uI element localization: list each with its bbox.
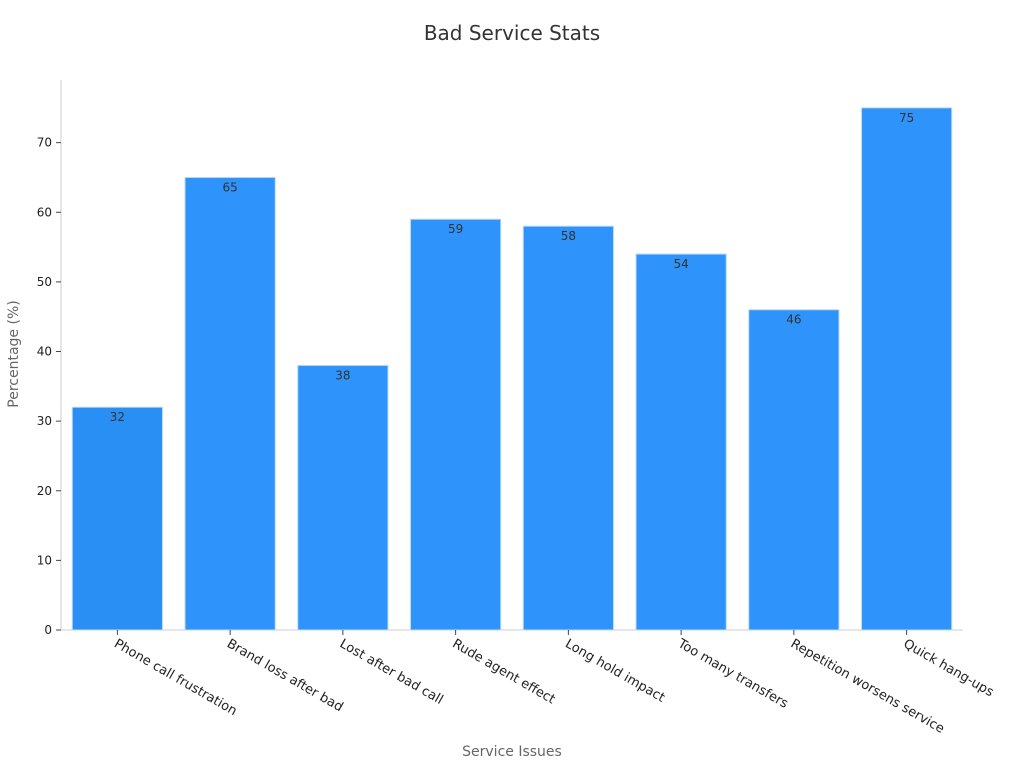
bar	[297, 364, 389, 631]
x-category-label: Long hold impact	[562, 636, 667, 705]
bar	[748, 309, 840, 631]
bar-value-label: 46	[786, 313, 801, 327]
y-tick-label: 60	[37, 205, 52, 219]
x-category-label: Phone call frustration	[111, 636, 239, 719]
y-tick-label: 20	[37, 484, 52, 498]
x-category-label: Lost after bad call	[337, 636, 446, 707]
y-tick-label: 30	[37, 414, 52, 428]
bar-value-label: 54	[673, 257, 688, 271]
bar	[861, 107, 953, 631]
x-category-label: Brand loss after bad	[224, 636, 345, 715]
bar-value-label: 38	[335, 368, 350, 382]
x-category-label: Too many transfers	[674, 636, 790, 712]
bar	[635, 253, 727, 631]
y-tick-label: 10	[37, 553, 52, 567]
y-axis-title: Percentage (%)	[6, 300, 22, 407]
bar	[410, 218, 502, 631]
y-axis-ticks: 0 10 20 30 40 50 60 70	[37, 136, 61, 637]
chart-title: Bad Service Stats	[424, 21, 600, 45]
bar-value-label: 58	[561, 229, 576, 243]
bars-group: 32 65 38 59 58 54 46 75	[71, 107, 953, 631]
bar	[522, 225, 614, 631]
y-tick-label: 70	[37, 136, 52, 150]
x-axis-title: Service Issues	[462, 744, 562, 760]
bar-value-label: 65	[222, 180, 237, 194]
bar-value-label: 59	[448, 222, 463, 236]
y-tick-label: 40	[37, 345, 52, 359]
y-tick-label: 0	[44, 623, 52, 637]
y-tick-label: 50	[37, 275, 52, 289]
x-category-label: Rude agent effect	[450, 636, 558, 707]
bar-value-label: 32	[110, 410, 125, 424]
bar	[71, 406, 163, 631]
bar	[184, 176, 276, 631]
bar-value-label: 75	[899, 111, 914, 125]
x-category-label: Quick hang-ups	[901, 636, 997, 700]
